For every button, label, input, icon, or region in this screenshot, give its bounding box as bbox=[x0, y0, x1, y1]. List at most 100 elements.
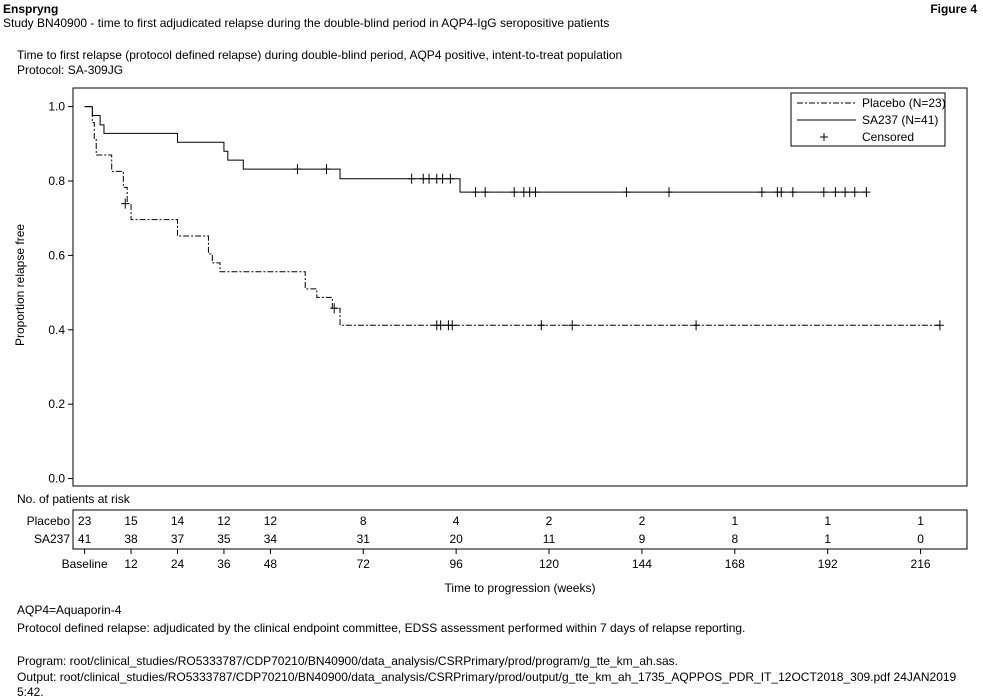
plot-area-frame bbox=[72, 87, 968, 487]
placebo-curve bbox=[84, 106, 940, 326]
x-tick-label: 24 bbox=[171, 557, 185, 571]
footnote-abbrev: AQP4=Aquaporin-4 bbox=[17, 603, 122, 617]
subtitle-line-1: Time to first relapse (protocol defined … bbox=[17, 48, 623, 62]
y-tick-label: 0.4 bbox=[48, 323, 65, 337]
document-header: Enspryng Study BN40900 - time to first a… bbox=[3, 2, 609, 30]
x-tick-label: 96 bbox=[449, 557, 463, 571]
risk-value-placebo: 23 bbox=[78, 514, 92, 528]
risk-value-sa237: 35 bbox=[217, 532, 231, 546]
sa237-censor-mark bbox=[425, 173, 434, 184]
study-title: Study BN40900 - time to first adjudicate… bbox=[3, 16, 610, 30]
risk-value-placebo: 1 bbox=[917, 514, 924, 528]
risk-value-sa237: 9 bbox=[639, 532, 646, 546]
legend-censor-icon bbox=[820, 133, 828, 141]
chart-subtitle: Time to first relapse (protocol defined … bbox=[17, 48, 622, 78]
y-tick-label: 0.2 bbox=[48, 397, 65, 411]
sa237-censor-mark bbox=[788, 187, 797, 198]
risk-value-sa237: 38 bbox=[124, 532, 138, 546]
placebo-censor-mark bbox=[935, 320, 944, 331]
risk-value-placebo: 2 bbox=[546, 514, 553, 528]
footnote-output: Output: root/clinical_studies/RO5333787/… bbox=[17, 670, 957, 699]
risk-value-placebo: 2 bbox=[639, 514, 646, 528]
sa237-censor-mark bbox=[777, 187, 786, 198]
x-tick-label: Baseline bbox=[62, 557, 108, 571]
risk-value-sa237: 8 bbox=[731, 532, 738, 546]
x-tick-label: 144 bbox=[632, 557, 652, 571]
figure-number: Figure 4 bbox=[930, 2, 977, 16]
risk-table-values: 23 15 14 12 12 8 4 2 2 1 1 141 38 37 35 34 31 20 11 9 8 1 0 bbox=[78, 514, 924, 546]
sa237-censor-mark bbox=[510, 187, 519, 198]
y-axis-label: Proportion relapse free bbox=[13, 224, 27, 346]
risk-value-placebo: 8 bbox=[360, 514, 367, 528]
sa237-censor-mark bbox=[471, 187, 480, 198]
y-tick-label: 0.6 bbox=[48, 248, 65, 262]
legend-placebo-label: Placebo (N=23) bbox=[862, 96, 946, 110]
survival-curves bbox=[84, 106, 940, 326]
risk-value-sa237: 31 bbox=[357, 532, 371, 546]
risk-table-box bbox=[72, 509, 968, 550]
x-tick-label: 72 bbox=[357, 557, 371, 571]
x-axis: Baseline 12 24 36 48 72 96 120 144 168 192 216 bbox=[62, 549, 931, 571]
sa237-censor-mark bbox=[322, 164, 331, 175]
risk-value-placebo: 14 bbox=[171, 514, 185, 528]
sa237-censor-mark bbox=[407, 173, 416, 184]
risk-row-label-placebo: Placebo bbox=[27, 514, 71, 528]
sa237-censor-mark bbox=[862, 187, 871, 198]
risk-value-sa237: 1 bbox=[824, 532, 831, 546]
risk-value-sa237: 37 bbox=[171, 532, 185, 546]
risk-row-label-sa237: SA237 bbox=[34, 532, 70, 546]
sa237-censor-mark bbox=[850, 187, 859, 198]
risk-value-sa237: 34 bbox=[264, 532, 278, 546]
placebo-censor-mark bbox=[537, 320, 546, 331]
y-tick-label: 0.0 bbox=[48, 472, 65, 486]
sa237-censor-mark bbox=[819, 187, 828, 198]
sa237-censor-mark bbox=[831, 187, 840, 198]
y-tick-label: 0.8 bbox=[48, 174, 65, 188]
sa237-censor-mark bbox=[531, 187, 540, 198]
x-tick-label: 36 bbox=[217, 557, 231, 571]
product-name: Enspryng bbox=[3, 2, 59, 16]
footnote-relapse: Protocol defined relapse: adjudicated by… bbox=[17, 621, 746, 635]
x-tick-label: 12 bbox=[124, 557, 138, 571]
sa237-censor-mark bbox=[293, 164, 302, 175]
placebo-censor-mark bbox=[436, 320, 445, 331]
subtitle-line-2: Protocol: SA-309JG bbox=[17, 63, 124, 77]
risk-value-placebo: 1 bbox=[731, 514, 738, 528]
footnote-program: Program: root/clinical_studies/RO5333787… bbox=[17, 654, 679, 668]
sa237-censor-mark bbox=[665, 187, 673, 198]
risk-value-sa237: 11 bbox=[543, 532, 556, 546]
placebo-censor-mark bbox=[121, 198, 130, 209]
risk-value-sa237: 41 bbox=[78, 532, 92, 546]
legend-sa237-label: SA237 (N=41) bbox=[862, 113, 938, 127]
legend-censored-label: Censored bbox=[862, 130, 914, 144]
risk-value-placebo: 12 bbox=[264, 514, 278, 528]
sa237-censor-mark bbox=[481, 187, 490, 198]
risk-value-sa237: 0 bbox=[917, 532, 924, 546]
sa237-censor-mark bbox=[446, 173, 455, 184]
x-axis-label: Time to progression (weeks) bbox=[445, 581, 596, 595]
sa237-curve bbox=[84, 106, 867, 193]
risk-value-placebo: 1 bbox=[824, 514, 831, 528]
y-axis: 0.0 0.2 0.4 0.6 0.8 1.0 bbox=[48, 100, 73, 486]
legend: Placebo (N=23) SA237 (N=41) Censored bbox=[790, 92, 946, 147]
risk-table-title: No. of patients at risk bbox=[17, 492, 131, 506]
censor-marks bbox=[121, 164, 944, 331]
x-tick-label: 216 bbox=[911, 557, 931, 571]
x-tick-label: 168 bbox=[725, 557, 745, 571]
placebo-censor-mark bbox=[330, 303, 339, 314]
x-tick-label: 192 bbox=[818, 557, 838, 571]
risk-value-placebo: 12 bbox=[217, 514, 231, 528]
x-tick-label: 48 bbox=[264, 557, 278, 571]
y-tick-label: 1.0 bbox=[48, 100, 65, 114]
placebo-censor-mark bbox=[448, 320, 457, 331]
sa237-censor-mark bbox=[438, 173, 447, 184]
risk-value-sa237: 20 bbox=[449, 532, 463, 546]
risk-value-placebo: 15 bbox=[124, 514, 138, 528]
sa237-censor-mark bbox=[757, 187, 766, 198]
risk-value-placebo: 4 bbox=[453, 514, 460, 528]
sa237-censor-mark bbox=[841, 187, 850, 198]
placebo-censor-mark bbox=[568, 320, 577, 331]
placebo-censor-mark bbox=[692, 320, 701, 331]
x-tick-label: 120 bbox=[539, 557, 559, 571]
